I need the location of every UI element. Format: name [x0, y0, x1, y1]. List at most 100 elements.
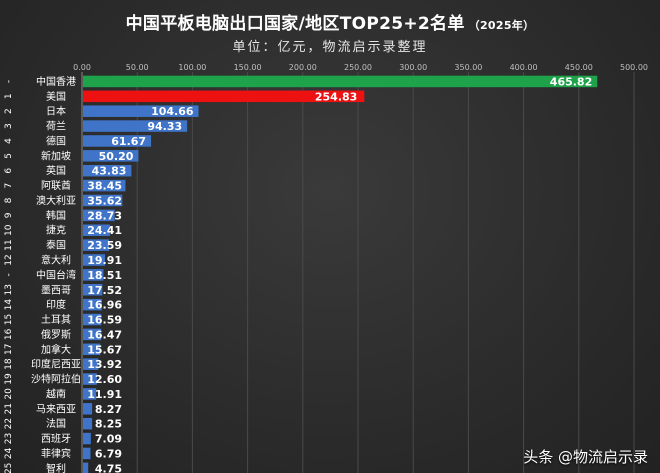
bars [83, 75, 598, 473]
value-label: 35.62 [87, 194, 122, 207]
value-label: 16.59 [87, 314, 122, 327]
category-label: 菲律宾 [41, 447, 71, 460]
bar [83, 150, 139, 162]
bar [83, 462, 89, 473]
value-label: 24.41 [87, 224, 122, 237]
x-tick-label: 500.00 [620, 63, 648, 72]
category-label: 印度 [46, 298, 66, 311]
rank-label: 22 [4, 418, 14, 429]
rank-label: 10 [4, 224, 14, 236]
x-tick-label: 200.00 [289, 63, 317, 72]
bar [83, 179, 126, 192]
rank-label: 21 [4, 403, 14, 414]
watermark: 头条 @物流启示录 [523, 448, 648, 466]
bar [83, 164, 132, 177]
rank-label: - [4, 273, 14, 276]
rank-label: 13 [4, 284, 14, 295]
value-label: 43.83 [92, 165, 127, 178]
category-label: 泰国 [46, 239, 66, 252]
bar [83, 239, 110, 251]
bar [83, 90, 365, 103]
value-label: 6.79 [95, 447, 122, 460]
rank-label: 6 [4, 168, 14, 174]
grid-lines [81, 72, 635, 473]
category-label: 土耳其 [41, 313, 71, 326]
category-label: 意大利 [41, 254, 71, 267]
bar [83, 313, 102, 326]
category-label: 西班牙 [41, 433, 71, 445]
rank-labels: -123456789101112-13141516171819202122232… [4, 80, 14, 473]
category-label: 加拿大 [41, 343, 71, 356]
bar [83, 224, 110, 236]
category-label: 新加坡 [41, 149, 71, 162]
category-label: 智利 [46, 462, 66, 473]
value-label: 61.67 [111, 135, 146, 148]
value-label: 18.51 [87, 269, 122, 282]
x-tick-label: 0.00 [73, 63, 91, 72]
rank-label: 15 [4, 314, 14, 325]
bar [83, 105, 199, 117]
bar [83, 194, 123, 207]
category-label: 韩国 [46, 209, 66, 222]
value-label: 8.27 [95, 403, 122, 416]
value-label: 4.75 [95, 462, 122, 473]
rank-label: 9 [4, 212, 14, 218]
bar [83, 209, 115, 222]
x-tick-label: 450.00 [565, 63, 593, 72]
value-label: 8.25 [95, 418, 122, 431]
chart-title-year: （2025年） [468, 19, 535, 32]
category-label: 美国 [46, 90, 66, 103]
category-label: 德国 [46, 134, 66, 147]
chart-title: 中国平板电脑出口国家/地区TOP25+2名单 （2025年） [0, 9, 660, 34]
chart-subtitle: 单位：亿元，物流启示录整理 [232, 40, 428, 55]
bar [83, 284, 103, 296]
x-tick-label: 300.00 [399, 63, 427, 72]
x-tick-label: 400.00 [510, 63, 538, 72]
bar [83, 358, 99, 370]
bar [83, 417, 93, 430]
category-label: 中国台湾 [36, 268, 76, 281]
rank-label: 25 [4, 463, 14, 473]
bar [83, 343, 101, 356]
bar [83, 120, 188, 132]
rank-label: 5 [4, 153, 14, 159]
value-label: 11.91 [87, 388, 122, 401]
category-label: 阿联酋 [41, 179, 71, 192]
x-tick-label: 150.00 [234, 63, 262, 72]
rank-label: 23 [4, 433, 14, 444]
category-label: 捷克 [46, 224, 66, 237]
rank-label: 17 [4, 344, 14, 355]
value-label: 38.45 [87, 180, 122, 193]
rank-label: 12 [4, 254, 14, 265]
x-tick-label: 250.00 [344, 63, 372, 72]
bar [83, 432, 91, 445]
bar [83, 269, 104, 281]
category-label: 沙特阿拉伯 [31, 373, 81, 386]
rank-label: - [4, 80, 14, 83]
value-label: 23.59 [87, 239, 122, 252]
rank-label: 11 [4, 239, 14, 250]
value-label: 16.96 [87, 299, 122, 312]
bar [83, 254, 105, 266]
bar [83, 388, 97, 400]
rank-label: 18 [4, 358, 14, 370]
bar [83, 298, 102, 311]
category-label: 法国 [46, 417, 66, 430]
bar [83, 373, 97, 385]
category-label: 日本 [46, 105, 66, 118]
bar [83, 328, 102, 341]
bar [83, 447, 91, 460]
rank-label: 14 [4, 299, 14, 311]
category-label: 墨西哥 [41, 284, 71, 296]
category-label: 英国 [46, 164, 66, 177]
value-label: 94.33 [147, 120, 182, 133]
rank-label: 24 [4, 447, 14, 459]
value-label: 16.47 [87, 328, 122, 341]
rank-label: 4 [4, 138, 14, 144]
bar [83, 135, 152, 147]
category-label: 马来西亚 [36, 403, 76, 415]
x-tick-label: 350.00 [454, 63, 482, 72]
rank-label: 1 [4, 93, 14, 99]
